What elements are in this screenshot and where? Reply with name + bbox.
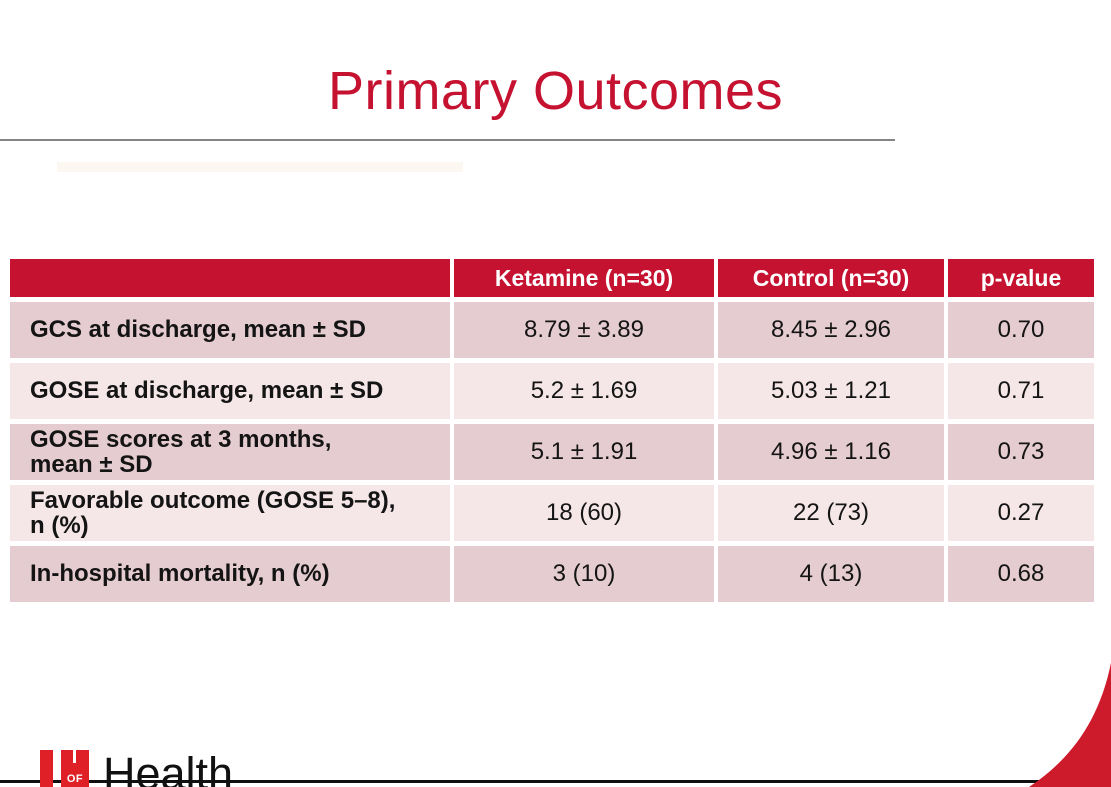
control-value: 22 (73) xyxy=(718,485,944,541)
logo-of-text: OF xyxy=(66,773,84,785)
logo-notch xyxy=(73,750,76,763)
control-value: 4 (13) xyxy=(718,546,944,602)
red-swoosh-decoration xyxy=(1029,663,1111,787)
outcomes-table: Ketamine (n=30) Control (n=30) p-value G… xyxy=(6,254,1098,607)
column-header-control: Control (n=30) xyxy=(718,259,944,297)
p-value: 0.71 xyxy=(948,363,1094,419)
ketamine-value: 8.79 ± 3.89 xyxy=(454,302,714,358)
control-value: 4.96 ± 1.16 xyxy=(718,424,944,480)
ketamine-value: 18 (60) xyxy=(454,485,714,541)
table-row: GOSE scores at 3 months, mean ± SD 5.1 ±… xyxy=(10,424,1094,480)
title-underline xyxy=(0,139,895,141)
row-label: GOSE at discharge, mean ± SD xyxy=(10,363,450,419)
p-value: 0.73 xyxy=(948,424,1094,480)
control-value: 8.45 ± 2.96 xyxy=(718,302,944,358)
row-label: GCS at discharge, mean ± SD xyxy=(10,302,450,358)
p-value: 0.70 xyxy=(948,302,1094,358)
table-row: GOSE at discharge, mean ± SD 5.2 ± 1.69 … xyxy=(10,363,1094,419)
faint-highlight-band xyxy=(57,162,463,172)
logo-of-block: OF xyxy=(61,750,89,787)
column-header-pvalue: p-value xyxy=(948,259,1094,297)
table-row: Favorable outcome (GOSE 5–8), n (%) 18 (… xyxy=(10,485,1094,541)
column-header-ketamine: Ketamine (n=30) xyxy=(454,259,714,297)
p-value: 0.27 xyxy=(948,485,1094,541)
table-header-row: Ketamine (n=30) Control (n=30) p-value xyxy=(10,259,1094,297)
table-row: GCS at discharge, mean ± SD 8.79 ± 3.89 … xyxy=(10,302,1094,358)
ketamine-value: 5.1 ± 1.91 xyxy=(454,424,714,480)
row-label: Favorable outcome (GOSE 5–8), n (%) xyxy=(10,485,450,541)
ketamine-value: 5.2 ± 1.69 xyxy=(454,363,714,419)
column-header-empty xyxy=(10,259,450,297)
row-label: GOSE scores at 3 months, mean ± SD xyxy=(10,424,450,480)
control-value: 5.03 ± 1.21 xyxy=(718,363,944,419)
p-value: 0.68 xyxy=(948,546,1094,602)
logo-left-bar xyxy=(40,750,53,787)
ketamine-value: 3 (10) xyxy=(454,546,714,602)
row-label: In-hospital mortality, n (%) xyxy=(10,546,450,602)
table-row: In-hospital mortality, n (%) 3 (10) 4 (1… xyxy=(10,546,1094,602)
page-title: Primary Outcomes xyxy=(327,61,784,121)
footer-divider-line xyxy=(0,780,1111,783)
